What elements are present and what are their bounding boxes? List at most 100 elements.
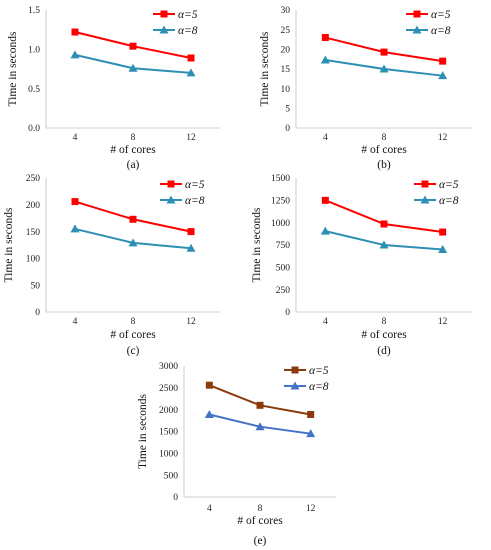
legend-marker-square — [421, 180, 429, 188]
data-point-triangle — [438, 244, 448, 253]
y-tick-label: 2500 — [159, 384, 178, 394]
y-tick-label: 0 — [173, 493, 178, 503]
data-point-triangle — [320, 226, 330, 235]
data-point-square — [321, 196, 329, 204]
x-tick-label: 12 — [438, 133, 448, 143]
legend-entry: α=5 — [153, 9, 198, 21]
y-tick-label: 5 — [285, 105, 290, 115]
chart-a: 0.0 0.5 1.0 1.5 4 8 12 # of cores Time in second… — [7, 6, 220, 171]
y-tick-label: 15 — [281, 65, 291, 75]
y-tick-label: 1500 — [271, 174, 290, 184]
data-point-square — [129, 42, 137, 50]
y-tick-label: 150 — [26, 228, 41, 238]
x-tick-label: 8 — [131, 317, 136, 327]
series-alpha-5 — [71, 198, 195, 236]
chart-b: 0 5 10 15 20 25 30 4 8 12 # of cores Time in second… — [259, 6, 472, 171]
data-point-square — [307, 410, 315, 418]
legend-entry: α=5 — [284, 365, 329, 377]
x-axis-title: # of cores — [110, 144, 156, 156]
data-point-square — [439, 57, 447, 65]
data-point-triangle — [70, 224, 80, 233]
x-tick-label: 4 — [73, 133, 78, 143]
data-point-triangle — [379, 240, 389, 249]
y-tick-label: 0 — [35, 308, 40, 318]
series-alpha-5 — [71, 28, 195, 62]
y-tick-label: 500 — [276, 264, 291, 274]
data-point-square — [256, 401, 264, 409]
legend-label: α=8 — [431, 25, 451, 37]
legend-label: α=5 — [431, 9, 451, 21]
series-alpha-8 — [70, 50, 196, 77]
legend-marker-square — [291, 366, 299, 374]
legend-label: α=8 — [309, 381, 329, 393]
y-tick-label: 50 — [31, 281, 41, 291]
legend-marker-triangle — [166, 195, 176, 204]
chart-caption: (a) — [127, 159, 140, 171]
x-tick-label: 8 — [131, 133, 136, 143]
data-point-square — [187, 54, 195, 62]
data-point-triangle — [186, 68, 196, 77]
y-tick-label: 20 — [281, 46, 291, 56]
legend-marker-triangle — [412, 25, 422, 34]
legend-label: α=8 — [178, 25, 198, 37]
y-tick-label: 1.0 — [28, 46, 40, 56]
y-axis-title: Time in seconds — [251, 207, 263, 282]
x-axis-title: # of cores — [110, 329, 156, 341]
data-point-square — [71, 28, 79, 36]
data-point-square — [129, 215, 137, 223]
y-tick-label: 100 — [26, 255, 41, 265]
data-point-triangle — [204, 409, 214, 418]
series-alpha-8 — [320, 226, 448, 253]
x-tick-label: 12 — [438, 317, 448, 327]
x-tick-label: 8 — [382, 317, 387, 327]
data-point-triangle — [186, 243, 196, 252]
legend-entry: α=8 — [414, 195, 459, 207]
legend-entry: α=5 — [160, 179, 205, 191]
y-tick-label: 3000 — [159, 362, 178, 372]
y-tick-label: 0.5 — [28, 85, 40, 95]
y-tick-label: 1000 — [271, 219, 290, 229]
series-line — [208, 384, 311, 416]
series-alpha-5 — [321, 34, 447, 65]
chart-caption: (e) — [254, 535, 267, 547]
y-tick-label: 0 — [285, 124, 290, 134]
y-tick-label: 1000 — [159, 450, 178, 460]
x-tick-label: 4 — [323, 133, 328, 143]
y-tick-label: 250 — [26, 174, 41, 184]
legend-marker-triangle — [420, 195, 430, 204]
x-tick-label: 8 — [382, 133, 387, 143]
y-tick-label: 10 — [281, 85, 291, 95]
y-tick-label: 1250 — [271, 197, 290, 207]
data-point-triangle — [320, 55, 330, 64]
chart-e: 0 500 1000 1500 2000 2500 3000 4 8 12 # of cores Ti… — [137, 362, 336, 547]
data-point-triangle — [306, 429, 316, 438]
data-point-triangle — [128, 238, 138, 247]
y-tick-label: 0.0 — [28, 124, 40, 134]
y-tick-label: 750 — [276, 241, 291, 251]
legend-entry: α=8 — [153, 25, 198, 37]
data-point-triangle — [379, 64, 389, 73]
series-alpha-8 — [320, 55, 448, 80]
legend-label: α=5 — [439, 179, 459, 191]
data-point-square — [187, 228, 195, 236]
legend-label: α=8 — [185, 195, 205, 207]
y-axis-title: Time in seconds — [259, 31, 271, 106]
x-tick-label: 12 — [306, 504, 316, 514]
data-point-square — [321, 34, 329, 42]
chart-c: 0 50 100 150 200 250 4 8 12 # of cores Time in sec… — [3, 174, 220, 357]
y-tick-label: 30 — [281, 6, 291, 16]
chart-caption: (b) — [377, 159, 391, 171]
x-tick-label: 8 — [258, 504, 263, 514]
y-tick-label: 250 — [276, 286, 291, 296]
data-point-square — [380, 48, 388, 56]
y-tick-label: 500 — [164, 471, 179, 481]
x-tick-label: 4 — [323, 317, 328, 327]
x-axis-title: # of cores — [237, 515, 283, 527]
data-point-square — [439, 228, 447, 236]
y-axis-title: Time in seconds — [137, 393, 149, 468]
series-alpha-5 — [321, 196, 447, 236]
data-point-triangle — [255, 422, 265, 431]
x-tick-label: 12 — [186, 317, 196, 327]
x-tick-label: 4 — [73, 317, 78, 327]
